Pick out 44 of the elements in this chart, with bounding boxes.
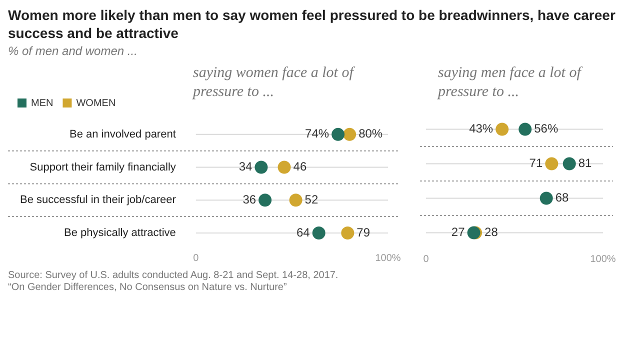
y-tick-label: Be physically attractive: [64, 227, 176, 240]
data-label: 46: [293, 160, 307, 174]
point: [540, 192, 553, 205]
data-label: 43%: [469, 122, 494, 136]
point: [496, 122, 509, 136]
point: [278, 160, 291, 174]
point: [254, 160, 268, 174]
data-label: 71: [529, 156, 543, 170]
y-tick-label: Be an involved parent: [69, 128, 176, 140]
y-tick-label: Be successful in their job/career: [20, 194, 176, 206]
data-label: 27: [451, 225, 466, 240]
data-label: 52: [304, 192, 318, 206]
x-tick-label: 100%: [590, 254, 616, 265]
data-label: 81: [578, 156, 592, 170]
point: [258, 194, 272, 207]
legend-title: saying men face a lot of pressure to ...: [438, 64, 584, 102]
point: [332, 128, 345, 141]
y-tick-label: Support their family financially: [30, 161, 176, 174]
point: [562, 157, 576, 170]
point: [343, 128, 356, 141]
point: [545, 157, 558, 170]
chart-title: Women more likely than men to say women feel pressured to be breadwinners, have career success and be attractive: [8, 6, 616, 42]
point: [289, 194, 302, 207]
data-label: 34: [238, 160, 253, 174]
x-tick-label: 100%: [375, 253, 401, 264]
source-note: Source: Survey of U.S. adults conducted Aug. 8-21 and Sept. 14-28, 2017.: [8, 270, 340, 282]
text: “On Gender Differences, No Consensus on Nature vs. Nurture”: [8, 282, 288, 294]
legend-label: WOMEN: [76, 98, 116, 109]
text: % of men and women ...: [8, 44, 138, 58]
data-label: 68: [555, 190, 570, 205]
data-label: 80%: [358, 126, 383, 141]
legend-title: saying women face a lot of pressure to ...: [193, 64, 356, 102]
data-label: 56%: [534, 122, 558, 136]
data-label: 74%: [305, 126, 330, 141]
data-label: 64: [296, 225, 310, 240]
legend-label: MEN: [31, 98, 54, 109]
point: [341, 226, 354, 240]
data-label: 28: [484, 225, 498, 240]
x-tick-label: 0: [193, 253, 200, 264]
point: [518, 122, 532, 136]
data-label: 79: [356, 225, 370, 240]
data-label: 36: [242, 192, 256, 206]
point: [312, 226, 326, 240]
x-tick-label: 0: [423, 254, 430, 265]
